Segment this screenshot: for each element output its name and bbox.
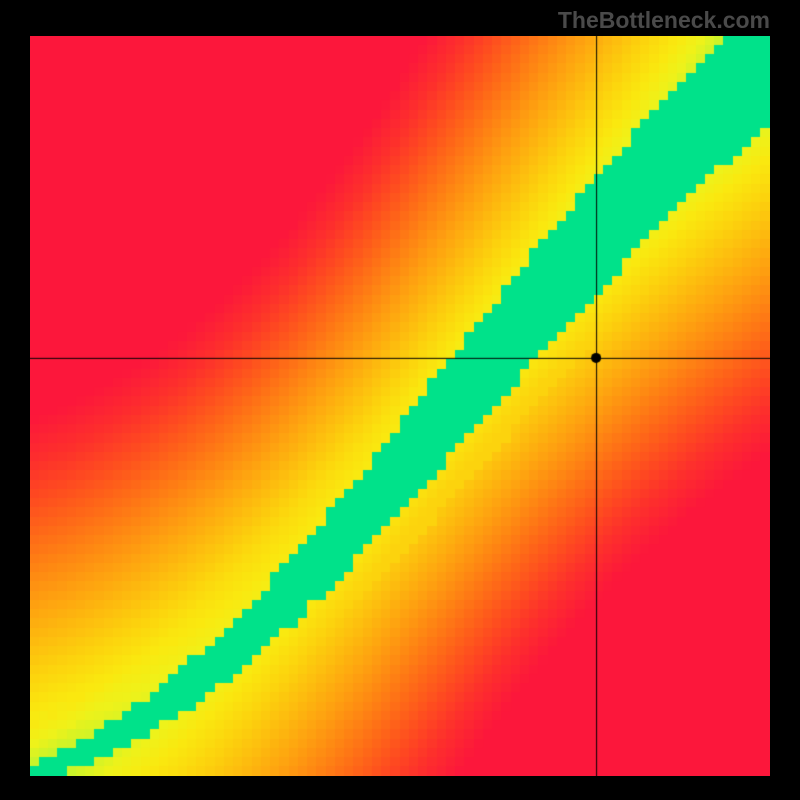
watermark-text: TheBottleneck.com xyxy=(558,7,770,34)
chart-container: TheBottleneck.com xyxy=(0,0,800,800)
bottleneck-heatmap xyxy=(30,36,770,776)
